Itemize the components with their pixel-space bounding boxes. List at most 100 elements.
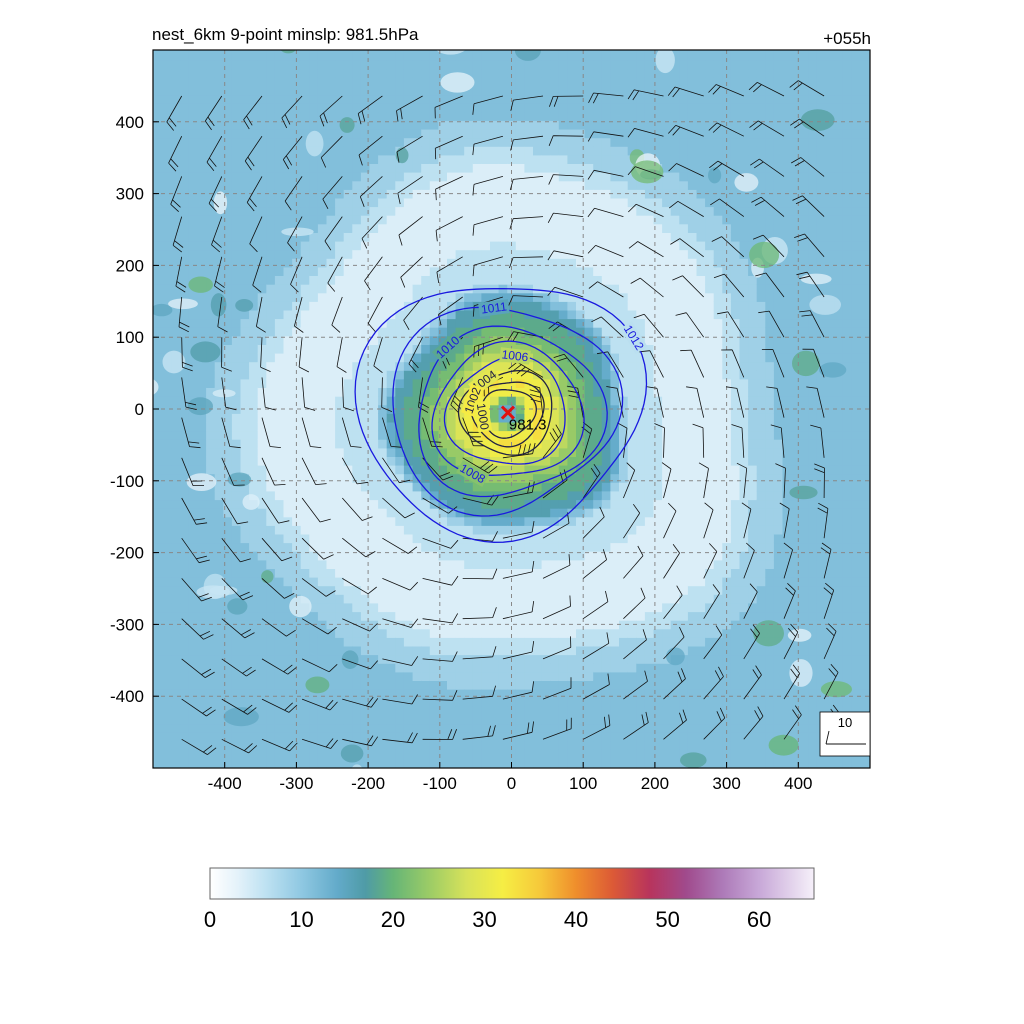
field-cell (300, 749, 310, 759)
field-cell (662, 516, 672, 526)
field-cell (223, 344, 233, 354)
field-cell (576, 266, 586, 276)
field-cell (360, 137, 371, 147)
field-cell (326, 559, 336, 569)
field-cell (360, 499, 371, 509)
field-cell (619, 465, 629, 475)
field-cell (188, 577, 198, 587)
field-cell (240, 465, 250, 475)
field-cell (395, 525, 405, 535)
field-cell (240, 413, 250, 423)
field-cell (163, 654, 173, 664)
field-cell (619, 284, 629, 294)
field-cell (206, 111, 216, 121)
field-cell (472, 353, 482, 363)
field-cell (644, 749, 655, 759)
field-cell (619, 335, 629, 345)
field-cell (550, 421, 560, 432)
field-cell (360, 697, 371, 707)
field-cell (550, 378, 560, 388)
field-cell (601, 301, 611, 311)
field-cell (197, 628, 207, 638)
field-cell (455, 637, 465, 647)
field-cell (154, 94, 164, 104)
field-cell (300, 740, 310, 750)
field-cell (335, 689, 345, 699)
field-cell (644, 180, 655, 190)
field-cell (395, 361, 405, 371)
field-cell (206, 602, 216, 613)
field-cell (653, 542, 663, 552)
field-cell (292, 189, 302, 199)
field-cell (567, 120, 577, 130)
field-cell (429, 749, 439, 759)
field-cell (644, 232, 655, 242)
field-cell (610, 749, 620, 759)
field-cell (206, 749, 216, 759)
field-cell (490, 551, 500, 561)
field-cell (567, 318, 577, 328)
field-cell (610, 275, 620, 285)
field-cell (584, 189, 594, 199)
field-cell (472, 551, 482, 561)
field-cell (472, 490, 482, 501)
field-cell (386, 361, 396, 371)
field-cell (292, 378, 302, 388)
field-cell (274, 60, 285, 70)
field-cell (163, 680, 173, 690)
field-cell (455, 697, 465, 707)
field-cell (662, 447, 672, 457)
field-cell (335, 525, 345, 535)
field-cell (601, 318, 611, 328)
field-cell (309, 473, 319, 483)
field-cell (240, 172, 250, 182)
field-cell (249, 206, 259, 216)
field-cell (343, 594, 353, 604)
field-cell (481, 671, 491, 681)
field-cell (610, 258, 620, 268)
field-cell (567, 111, 577, 121)
field-cell (352, 120, 362, 130)
field-cell (627, 344, 637, 354)
field-cell (447, 146, 457, 156)
field-cell (360, 473, 371, 483)
field-cell (472, 645, 482, 656)
field-cell (498, 628, 508, 638)
field-cell (386, 284, 396, 294)
field-cell (171, 732, 181, 742)
field-cell (300, 482, 310, 492)
field-cell (326, 577, 336, 587)
field-cell (300, 542, 310, 552)
field-cell (490, 396, 500, 406)
field-cell (231, 206, 242, 216)
field-cell (274, 94, 285, 104)
field-cell (412, 129, 422, 139)
field-cell (343, 129, 353, 139)
field-cell (378, 602, 388, 613)
field-cell (481, 120, 491, 130)
field-cell (610, 206, 620, 216)
field-cell (421, 370, 431, 380)
field-cell (644, 85, 655, 96)
field-cell (335, 163, 345, 173)
field-cell (171, 241, 181, 251)
field-cell (231, 249, 242, 259)
field-cell (266, 559, 276, 569)
field-cell (412, 559, 422, 569)
field-cell (257, 258, 267, 268)
field-cell (240, 258, 250, 268)
field-cell (619, 68, 629, 78)
field-cell (223, 327, 233, 337)
field-cell (412, 542, 422, 552)
field-cell (240, 749, 250, 759)
field-cell (498, 292, 508, 302)
field-cell (378, 706, 388, 716)
field-cell (403, 258, 414, 268)
field-cell (429, 387, 439, 397)
field-cell (335, 129, 345, 139)
field-cell (369, 508, 379, 518)
field-cell (515, 645, 525, 656)
field-cell (455, 103, 465, 113)
field-cell (627, 361, 637, 371)
field-cell (644, 594, 655, 604)
